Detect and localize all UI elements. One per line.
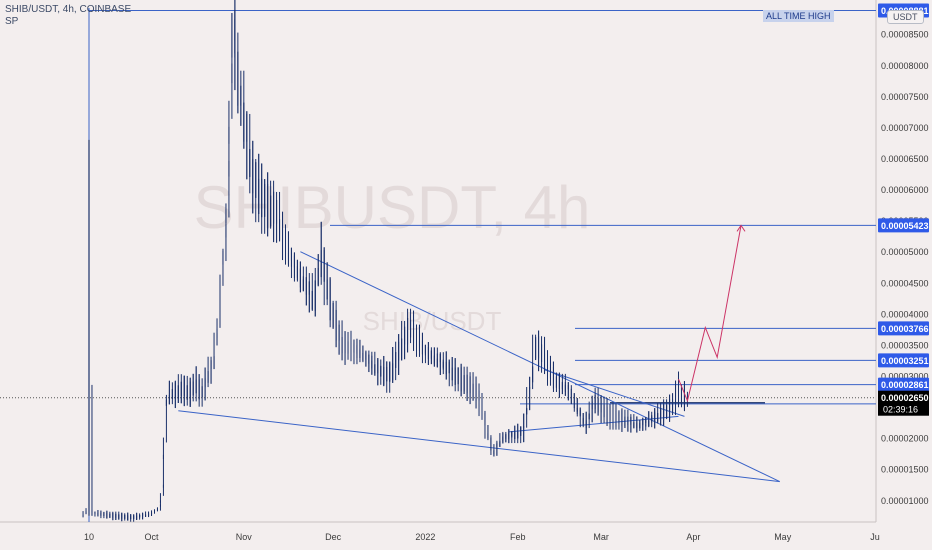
level-price-tag bbox=[878, 353, 929, 368]
falling-wedge-top bbox=[300, 251, 780, 483]
level-price-tag bbox=[878, 321, 929, 336]
projection-arrowhead bbox=[736, 224, 746, 232]
x-tick-label: 2022 bbox=[415, 532, 435, 542]
x-tick-label: 10 bbox=[84, 532, 94, 542]
y-tick-label: 0.00005000 bbox=[881, 247, 929, 257]
current-price-label: 0.00002650 bbox=[881, 393, 929, 403]
y-tick-label: 0.00003500 bbox=[881, 340, 929, 350]
x-tick-label: Apr bbox=[686, 532, 700, 542]
x-tick-label: Feb bbox=[510, 532, 526, 542]
level-price-label: 0.00003766 bbox=[881, 324, 929, 334]
projected-path bbox=[678, 225, 742, 403]
x-tick-label: Nov bbox=[236, 532, 253, 542]
y-tick-label: 0.00008500 bbox=[881, 30, 929, 40]
y-tick-label: 0.00003000 bbox=[881, 371, 929, 381]
level-price-label: 0.00002861 bbox=[881, 380, 929, 390]
support-line bbox=[508, 415, 679, 433]
y-tick-label: 0.00008000 bbox=[881, 61, 929, 71]
y-tick-label: 0.00001000 bbox=[881, 496, 929, 506]
all-time-high-badge: ALL TIME HIGH bbox=[763, 10, 834, 22]
level-price-tag bbox=[878, 377, 929, 392]
x-tick-label: Dec bbox=[325, 532, 342, 542]
y-tick-label: 0.00004500 bbox=[881, 278, 929, 288]
x-tick-label: Mar bbox=[593, 532, 609, 542]
y-tick-label: 0.00001500 bbox=[881, 465, 929, 475]
falling-wedge-bottom bbox=[178, 410, 780, 483]
y-tick-label: 0.00002000 bbox=[881, 434, 929, 444]
x-tick-label: May bbox=[774, 532, 792, 542]
x-tick-label: Oct bbox=[145, 532, 160, 542]
watermark-main: SHIBUSDT, 4h bbox=[194, 174, 591, 241]
y-tick-label: 0.00006500 bbox=[881, 154, 929, 164]
y-tick-label: 0.00006000 bbox=[881, 185, 929, 195]
y-tick-label: 0.00007500 bbox=[881, 92, 929, 102]
level-price-label: 0.00005423 bbox=[881, 221, 929, 231]
y-tick-label: 0.00004000 bbox=[881, 309, 929, 319]
current-price-tag bbox=[878, 390, 929, 416]
indicator-label[interactable]: SP bbox=[5, 16, 19, 27]
currency-button[interactable]: USDT bbox=[887, 10, 924, 24]
bar-countdown: 02:39:16 bbox=[883, 405, 918, 415]
symbol-header[interactable]: SHIB/USDT, 4h, COINBASE bbox=[5, 4, 132, 15]
level-price-label: 0.00003251 bbox=[881, 356, 929, 366]
x-tick-label: Ju bbox=[870, 532, 880, 542]
level-price-tag bbox=[878, 218, 929, 233]
watermark-sub: SHIB/USDT bbox=[363, 306, 502, 336]
y-tick-label: 0.00007000 bbox=[881, 123, 929, 133]
